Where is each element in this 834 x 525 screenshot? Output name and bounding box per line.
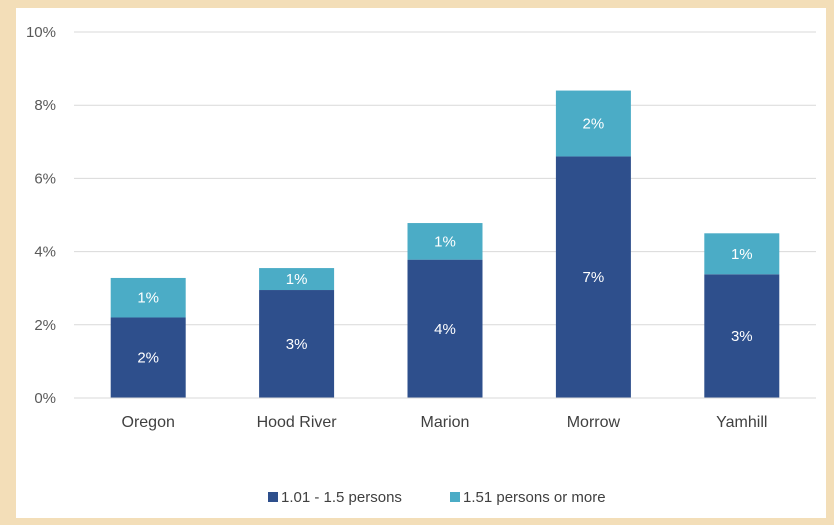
legend-label: 1.51 persons or more bbox=[463, 489, 606, 506]
data-label: 1% bbox=[286, 271, 308, 288]
data-label: 4% bbox=[434, 321, 456, 338]
legend-swatch bbox=[450, 492, 460, 502]
chart-panel: 0% 2% 4% 6% 8% 10% 2% 1% 3% 1% 4% 1% 7% 2% 3% 1% Orego… bbox=[16, 8, 826, 518]
y-tick-label: 8% bbox=[34, 97, 56, 114]
x-axis-ticks: Oregon Hood River Marion Morrow Yamhill bbox=[122, 414, 768, 431]
x-tick-label: Oregon bbox=[122, 414, 175, 431]
legend-swatch bbox=[268, 492, 278, 502]
data-label: 1% bbox=[731, 246, 753, 263]
bar-segment bbox=[704, 274, 780, 398]
data-label: 2% bbox=[137, 350, 159, 367]
bar-segment bbox=[259, 290, 335, 398]
stacked-bar-chart: 0% 2% 4% 6% 8% 10% 2% 1% 3% 1% 4% 1% 7% 2% 3% 1% Orego… bbox=[26, 24, 816, 506]
bar-segment bbox=[110, 317, 186, 398]
x-tick-label: Marion bbox=[421, 414, 470, 431]
y-axis-ticks: 0% 2% 4% 6% 8% 10% bbox=[26, 24, 56, 407]
bar-segment bbox=[555, 156, 631, 398]
bars: 2% 1% 3% 1% 4% 1% 7% 2% 3% 1% bbox=[110, 90, 780, 398]
gridlines bbox=[74, 31, 816, 326]
bar-segment bbox=[555, 90, 631, 157]
data-label: 3% bbox=[731, 328, 753, 345]
bar-segment bbox=[704, 233, 780, 275]
bar-segment bbox=[407, 223, 483, 260]
bar-segment bbox=[407, 259, 483, 398]
legend: 1.01 - 1.5 persons 1.51 persons or more bbox=[268, 489, 606, 506]
y-tick-label: 6% bbox=[34, 170, 56, 187]
data-label: 1% bbox=[137, 290, 159, 307]
legend-label: 1.01 - 1.5 persons bbox=[281, 489, 402, 506]
x-tick-label: Morrow bbox=[567, 414, 621, 431]
y-tick-label: 2% bbox=[34, 317, 56, 334]
x-tick-label: Yamhill bbox=[716, 414, 767, 431]
bar-segment bbox=[259, 268, 335, 291]
bar-segment bbox=[110, 277, 186, 318]
data-label: 7% bbox=[583, 269, 605, 286]
data-label: 1% bbox=[434, 233, 456, 250]
y-tick-label: 0% bbox=[34, 390, 56, 407]
y-tick-label: 10% bbox=[26, 24, 56, 41]
data-label: 2% bbox=[583, 116, 605, 133]
data-label: 3% bbox=[286, 336, 308, 353]
y-tick-label: 4% bbox=[34, 244, 56, 261]
x-tick-label: Hood River bbox=[257, 414, 338, 431]
